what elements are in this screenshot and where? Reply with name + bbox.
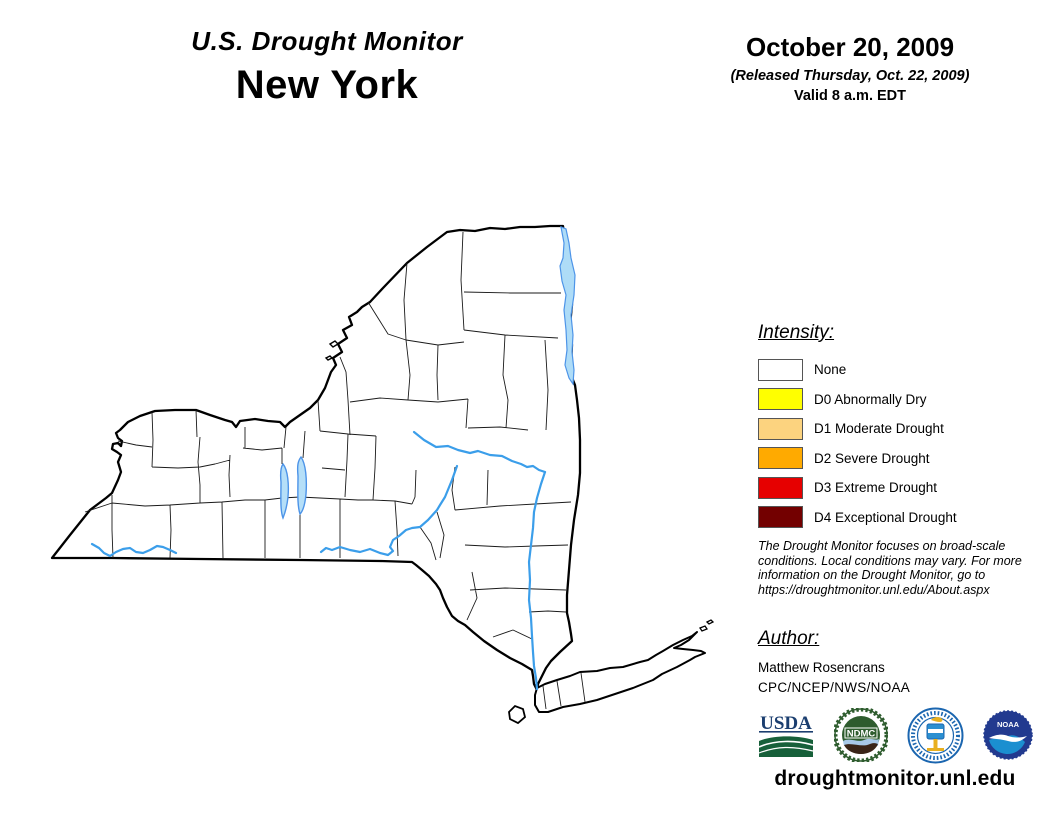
long-island	[534, 631, 706, 713]
valid-time: Valid 8 a.m. EDT	[793, 88, 906, 104]
doc-shield-band	[928, 728, 943, 733]
doc-ring-text	[911, 710, 960, 760]
d3-swatch	[758, 476, 803, 499]
author-block: Author: Matthew Rosencrans CPC/NCEP/NWS/…	[758, 628, 1030, 695]
d4-swatch	[758, 506, 803, 529]
legend-row-d4: D4 Exceptional Drought	[758, 503, 1032, 533]
ndmc-ring-text	[834, 708, 888, 762]
author-name: Matthew Rosencrans	[758, 660, 885, 675]
susquehanna-river	[319, 464, 459, 557]
disclaimer-line: https://droughtmonitor.unl.edu/About.asp…	[758, 582, 990, 597]
page-title: New York	[235, 63, 419, 107]
mohawk-river	[412, 430, 547, 474]
cayuga-lake	[296, 455, 308, 516]
legend-row-d1: D1 Moderate Drought	[758, 414, 1032, 444]
d0-swatch	[758, 388, 803, 411]
usda-rule	[759, 731, 813, 733]
doc-base	[927, 747, 944, 751]
map-svg	[50, 224, 715, 725]
legend-label: D4 Exceptional Drought	[814, 509, 957, 525]
ndmc-land	[844, 743, 878, 754]
disclaimer-text: The Drought Monitor focuses on broad-sca…	[758, 539, 1030, 597]
noaa-gull	[989, 734, 1027, 742]
doc-eagle	[931, 716, 943, 722]
map-date: October 20, 2009	[745, 32, 955, 62]
new-york-drought-map	[30, 210, 730, 770]
d2-swatch	[758, 447, 803, 470]
legend-label: D0 Abnormally Dry	[814, 391, 927, 407]
usda-wordmark: USDA	[760, 713, 812, 734]
noaa-wordmark: NOAA	[997, 720, 1020, 729]
ndmc-logo: NDMC	[834, 708, 888, 762]
allegheny-river	[90, 542, 178, 558]
noaa-logo: NOAA	[983, 710, 1033, 760]
legend-label: D2 Severe Drought	[814, 450, 930, 466]
long-island-county-borders	[542, 672, 586, 710]
ndmc-wordmark: NDMC	[847, 729, 876, 740]
legend-heading: Intensity:	[758, 322, 835, 343]
intensity-legend: Intensity: None D0 Abnormally Dry D1 Mod…	[758, 322, 1032, 532]
legend-row-none: None	[758, 355, 1032, 385]
plum-island	[699, 619, 715, 632]
lake-champlain	[559, 226, 576, 386]
legend-label: D1 Moderate Drought	[814, 421, 944, 437]
header-left: U.S. Drought Monitor New York	[132, 26, 522, 108]
thousand-islands	[324, 340, 340, 361]
site-url: droughtmonitor.unl.edu	[774, 767, 1016, 790]
author-heading: Author:	[758, 628, 820, 649]
usda-field	[759, 736, 813, 757]
doc-column	[933, 738, 938, 748]
legend-row-d3: D3 Extreme Drought	[758, 473, 1032, 503]
report-title: U.S. Drought Monitor	[191, 26, 463, 56]
agency-logos: USDA NDMC	[757, 705, 1033, 765]
commerce-seal	[907, 707, 964, 763]
disclaimer-line: conditions. Local conditions may vary. F…	[758, 553, 1022, 568]
usda-swoosh-2	[758, 746, 814, 754]
usda-logo: USDA	[758, 713, 814, 757]
release-date: (Released Thursday, Oct. 22, 2009)	[730, 68, 970, 84]
none-swatch	[758, 358, 803, 381]
legend-row-d2: D2 Severe Drought	[758, 444, 1032, 474]
noaa-scallop	[983, 710, 1033, 760]
legend-label: D3 Extreme Drought	[814, 480, 938, 496]
d1-swatch	[758, 417, 803, 440]
staten-island	[508, 704, 527, 725]
header-right: October 20, 2009 (Released Thursday, Oct…	[700, 32, 1000, 104]
disclaimer-line: The Drought Monitor focuses on broad-sca…	[758, 539, 1006, 553]
hudson-river	[527, 470, 547, 691]
disclaimer-line: information on the Drought Monitor, go t…	[758, 568, 986, 583]
legend-label: None	[814, 362, 847, 378]
ndmc-banner	[844, 727, 878, 739]
author-org: CPC/NCEP/NWS/NOAA	[758, 680, 911, 695]
usda-swoosh	[758, 740, 814, 748]
county-borders	[84, 231, 572, 640]
seneca-lake	[279, 462, 290, 520]
state-outline	[50, 224, 582, 692]
legend-row-d0: D0 Abnormally Dry	[758, 385, 1032, 415]
